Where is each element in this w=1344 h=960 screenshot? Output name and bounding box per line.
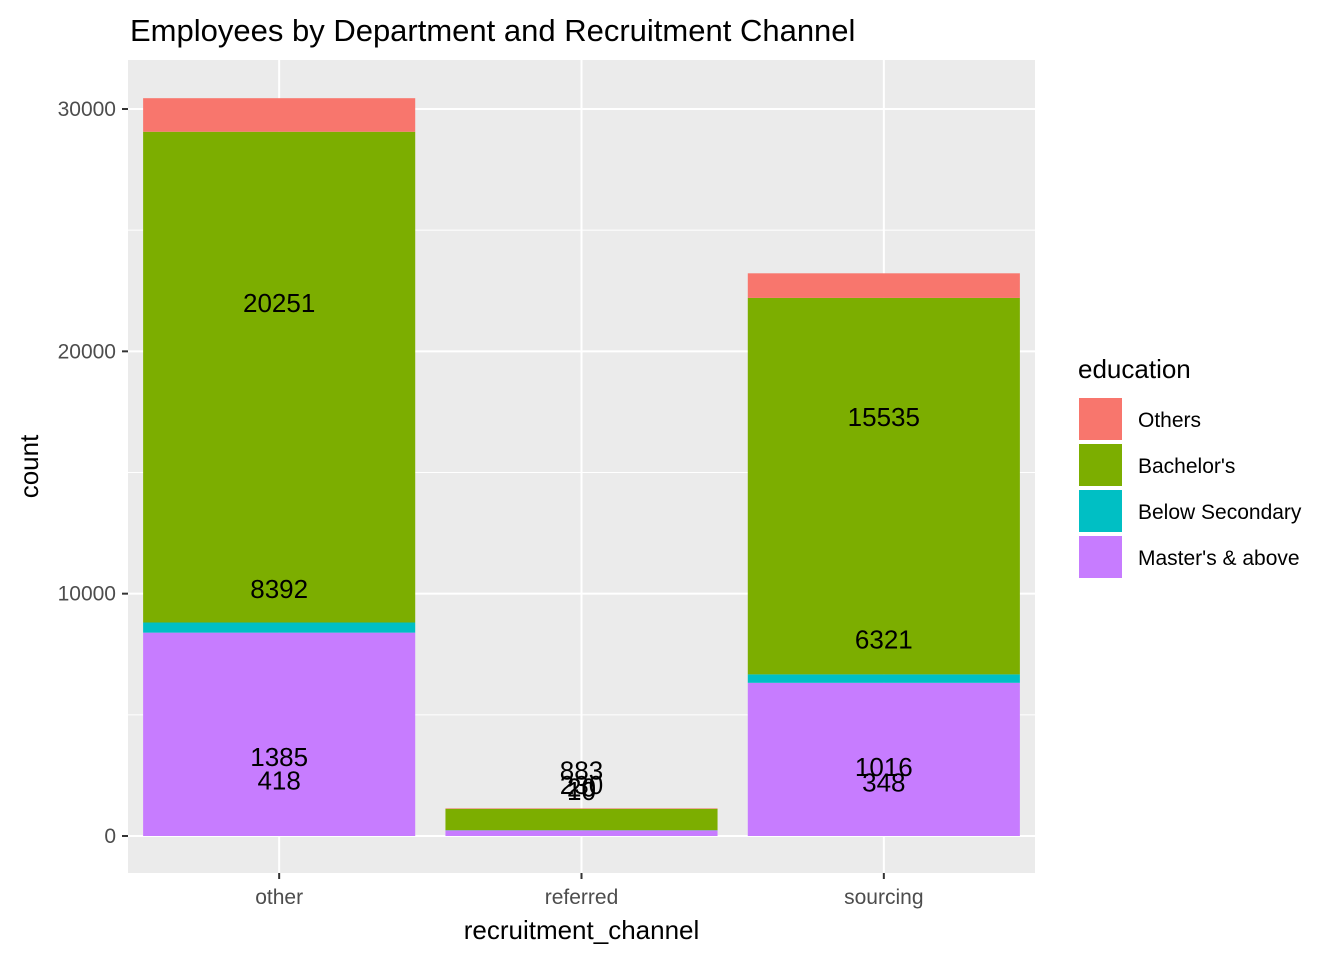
legend-label: Bachelor's [1138,455,1235,478]
legend-swatch [1079,536,1122,578]
bar-segment [747,674,1020,683]
bar-segment [143,622,416,633]
legend-swatch [1079,444,1122,486]
data-label: 20251 [243,288,315,318]
bar-segment [143,98,416,132]
x-tick-label: sourcing [844,886,923,909]
data-label: 348 [862,768,905,798]
bar-segment [747,273,1020,298]
legend-swatch [1079,490,1122,532]
legend-label: Master's & above [1138,547,1300,570]
data-label: 8392 [250,574,308,604]
data-label: 883 [560,756,603,786]
legend-label: Below Secondary [1138,501,1302,524]
y-axis-title: count [14,434,44,498]
chart-title: Employees by Department and Recruitment … [130,13,855,48]
legend-title: education [1078,354,1191,384]
bar-segment [445,808,718,831]
x-tick-label: other [255,886,303,909]
legend-label: Others [1138,409,1201,432]
y-tick-label: 0 [104,825,116,848]
y-tick-label: 10000 [58,583,116,606]
x-tick-label: referred [545,886,619,909]
bar-segment [143,131,416,623]
x-axis: other referred sourcing [255,873,924,909]
y-axis: 0 10000 20000 30000 [58,98,128,848]
bar-segment [445,830,718,836]
x-axis-title: recruitment_channel [464,915,700,945]
data-label: 1016 [855,752,913,782]
bar-segment [747,682,1020,836]
data-label: 1385 [250,742,308,772]
bars [143,98,1020,836]
bar-segment [143,632,416,836]
legend: education Others Bachelor's Below Secondar… [1078,354,1302,578]
data-label: 10 [567,776,596,806]
data-label: 418 [257,765,300,795]
data-label: 6321 [855,625,913,655]
legend-swatch [1079,398,1122,440]
y-tick-label: 30000 [58,98,116,121]
bar-segment [747,297,1020,675]
data-label: 15535 [848,402,920,432]
data-label: 230 [560,770,603,800]
y-tick-label: 20000 [58,340,116,363]
data-label: 20 [567,773,596,803]
